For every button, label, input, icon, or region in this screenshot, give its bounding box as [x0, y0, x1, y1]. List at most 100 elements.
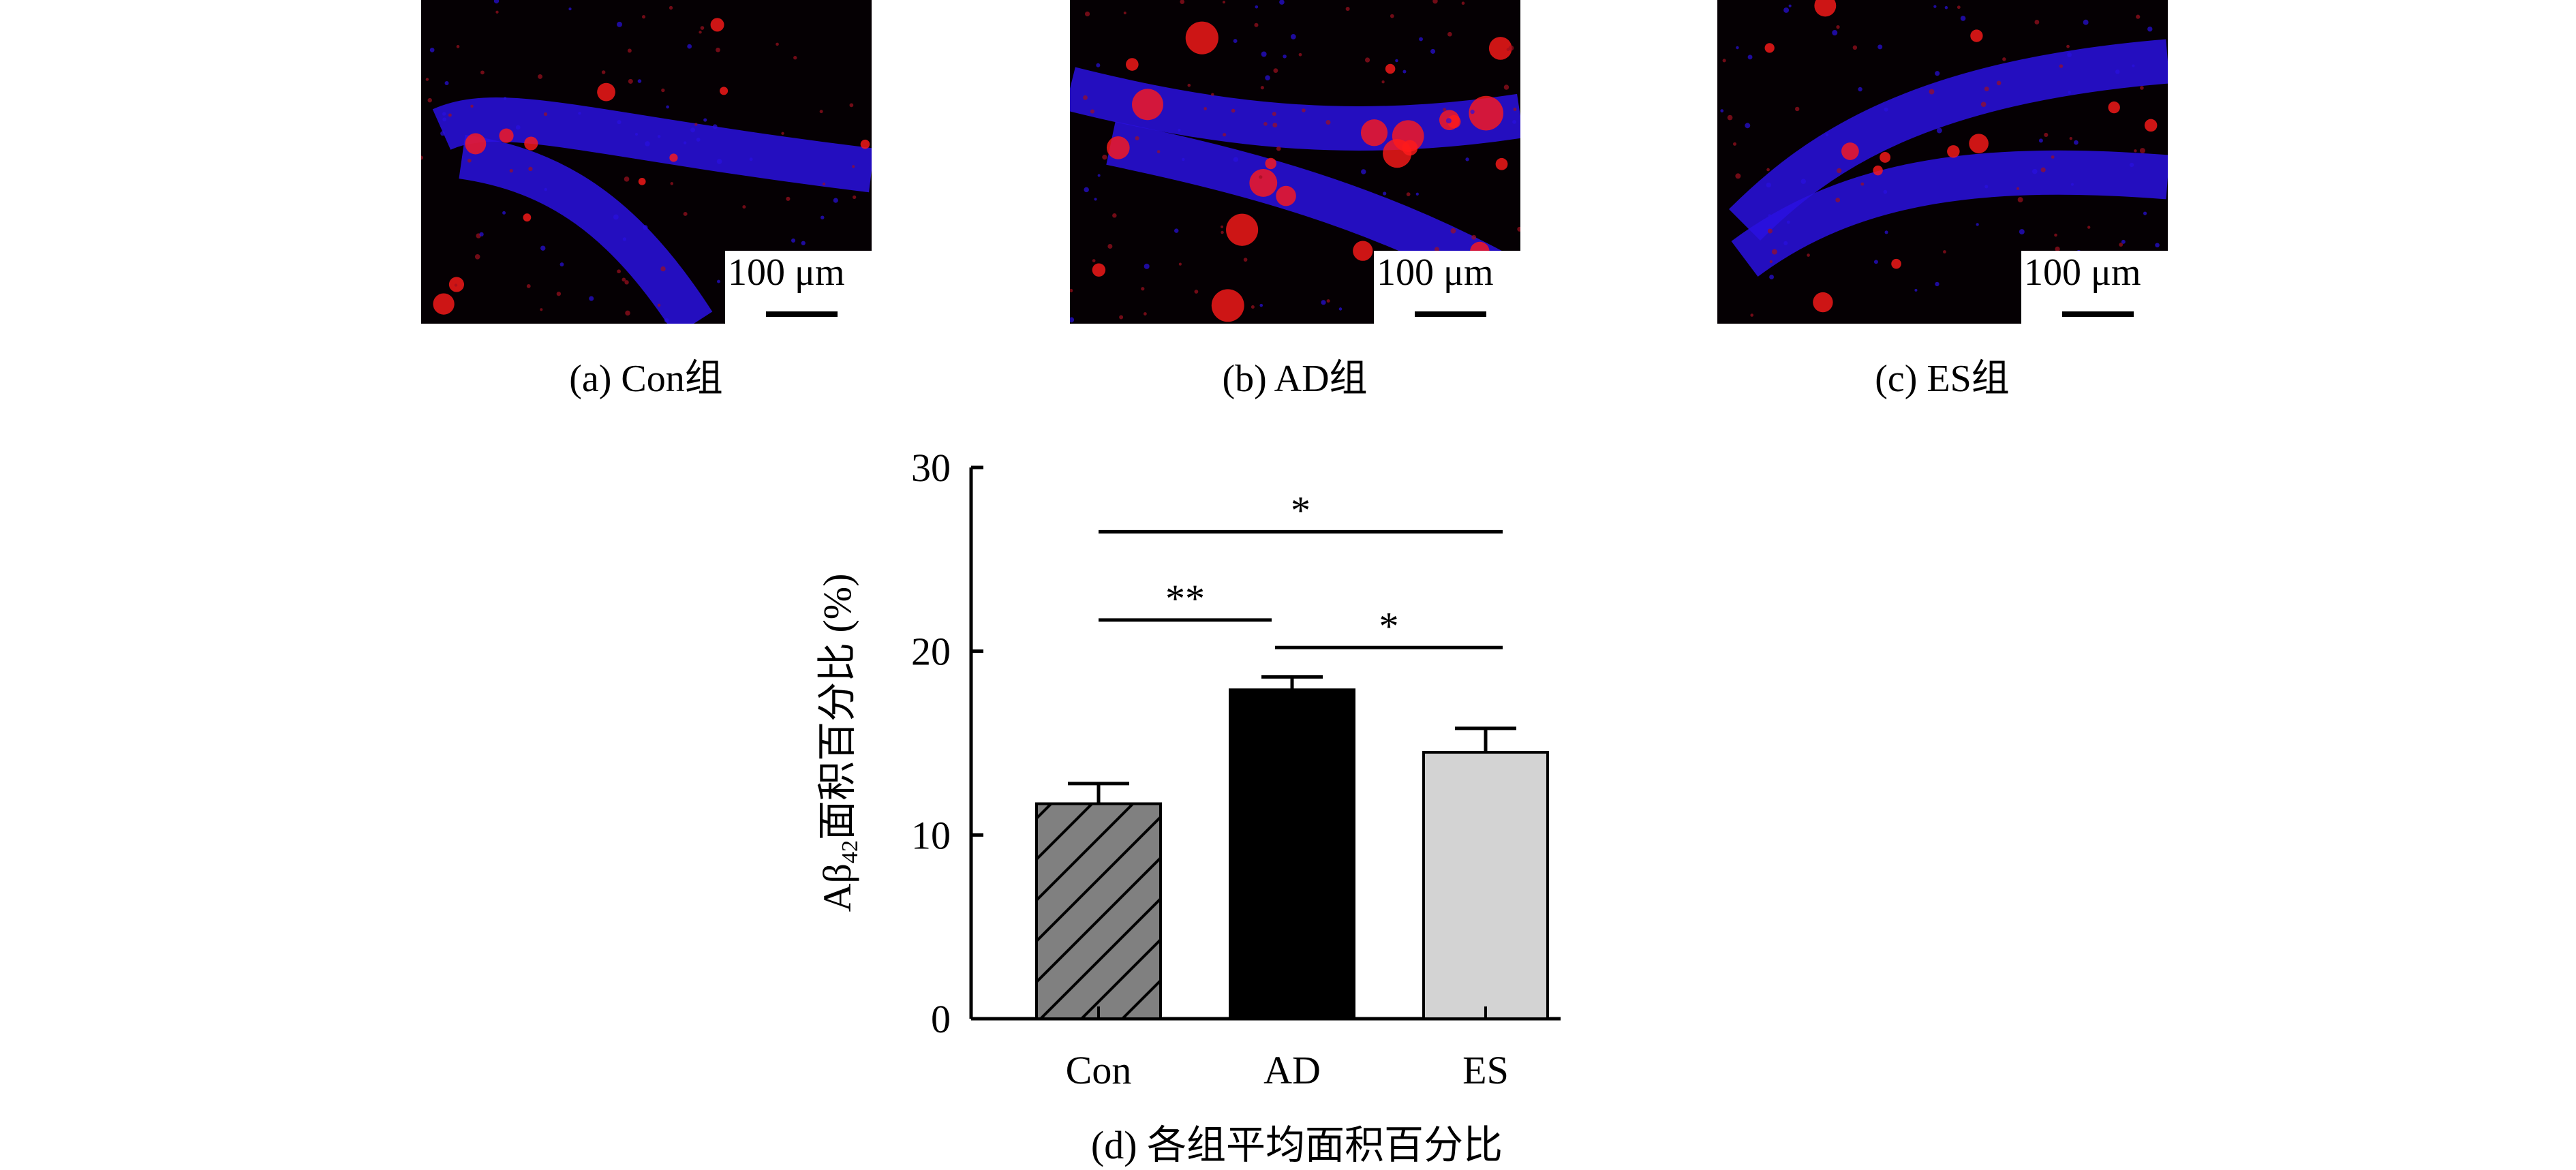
cell-dot — [1102, 155, 1107, 160]
bar-con — [1035, 802, 1162, 1020]
plaque-spot — [1841, 142, 1859, 160]
cell-dot — [1276, 146, 1281, 151]
plaque-spot — [1249, 168, 1278, 197]
cell-dot — [1302, 108, 1306, 112]
cell-dot — [1203, 107, 1207, 110]
plaque-spot — [1814, 0, 1837, 17]
cell-dot — [2016, 187, 2020, 190]
y-tick-label: 30 — [911, 446, 951, 490]
cell-dot — [622, 277, 626, 282]
cell-dot — [540, 245, 546, 251]
cell-dot — [540, 308, 543, 311]
cell-dot — [2155, 243, 2160, 248]
cell-dot — [509, 169, 513, 173]
cell-dot — [1321, 300, 1326, 305]
cell-dot — [474, 253, 480, 260]
y-tick-label: 0 — [931, 997, 951, 1041]
cell-dot — [1254, 22, 1259, 27]
cell-dot — [442, 112, 446, 116]
cell-dot — [425, 78, 429, 81]
cell-dot — [781, 132, 784, 135]
cell-dot — [661, 88, 665, 93]
cell-dot — [1513, 107, 1517, 111]
cell-dot — [2134, 149, 2137, 153]
cell-dot — [1223, 133, 1227, 137]
scale-bar — [1415, 311, 1486, 317]
cell-dot — [627, 48, 632, 53]
cell-dot — [1272, 112, 1276, 117]
scale-bar — [766, 311, 838, 317]
cell-dot — [1465, 157, 1469, 161]
cell-dot — [1832, 29, 1838, 35]
cell-dot — [1471, 234, 1477, 240]
cell-dot — [1298, 52, 1302, 57]
cell-dot — [664, 318, 669, 323]
cell-dot — [821, 215, 825, 219]
nuclei-band — [432, 97, 872, 193]
cell-dot — [1361, 169, 1366, 174]
cell-dot — [1512, 119, 1517, 124]
plaque-spot — [499, 128, 514, 143]
cell-dot — [429, 47, 435, 52]
cell-dot — [1766, 168, 1770, 172]
cell-dot — [1390, 14, 1394, 18]
cell-dot — [2034, 20, 2040, 25]
plaque-spot — [1106, 136, 1130, 159]
cell-dot — [2068, 91, 2071, 94]
plaque-spot — [524, 136, 538, 151]
plaque-spot — [1947, 145, 1960, 158]
cell-dot — [1957, 5, 1961, 10]
cell-dot — [1722, 59, 1726, 63]
cell-dot — [470, 104, 474, 108]
cell-dot — [699, 31, 702, 34]
plaque-spot — [1813, 292, 1833, 313]
cell-dot — [1084, 11, 1090, 16]
cell-dot — [2019, 229, 2025, 235]
cell-dot — [1260, 86, 1264, 90]
cell-dot — [776, 42, 779, 46]
plaque-spot — [1764, 43, 1775, 53]
cell-dot — [1233, 157, 1238, 162]
plaque-spot — [1185, 21, 1218, 55]
cell-dot — [1174, 228, 1179, 233]
cell-dot — [1769, 275, 1775, 279]
cell-dot — [613, 214, 619, 220]
cell-dot — [786, 196, 791, 201]
cell-dot — [1143, 312, 1147, 315]
cell-dot — [742, 205, 746, 209]
cell-dot — [687, 44, 692, 49]
cell-dot — [589, 296, 594, 301]
cell-dot — [657, 303, 661, 307]
plaque-spot — [597, 82, 615, 102]
cell-dot — [1402, 70, 1407, 74]
cell-dot — [601, 70, 606, 74]
plaque-spot — [1969, 134, 1989, 153]
cell-dot — [442, 117, 447, 122]
cell-dot — [2038, 138, 2043, 143]
cell-dot — [1097, 174, 1101, 177]
cell-dot — [666, 105, 669, 109]
cell-dot — [1395, 59, 1398, 63]
cell-dot — [1084, 187, 1089, 193]
cell-dot — [1884, 107, 1888, 112]
cell-dot — [1326, 299, 1330, 303]
cell-dot — [2067, 52, 2072, 57]
cell-dot — [1807, 253, 1810, 257]
cell-dot — [1735, 173, 1741, 179]
caption-a: (a) Con组 — [569, 358, 723, 400]
cell-dot — [641, 15, 646, 19]
x-tick-label: ES — [1462, 1048, 1509, 1092]
cell-dot — [2140, 86, 2144, 90]
cell-dot — [454, 283, 458, 287]
cell-dot — [2059, 64, 2064, 68]
cell-dot — [1447, 31, 1452, 37]
cell-dot — [1858, 87, 1862, 92]
cell-dot — [448, 113, 452, 117]
cell-dot — [2132, 64, 2135, 67]
plaque-spot — [2108, 101, 2120, 114]
cell-dot — [700, 26, 705, 30]
cell-dot — [1187, 83, 1191, 87]
cell-dot — [1884, 230, 1888, 234]
x-tick-label: Con — [1066, 1048, 1132, 1092]
cell-dot — [660, 266, 666, 272]
